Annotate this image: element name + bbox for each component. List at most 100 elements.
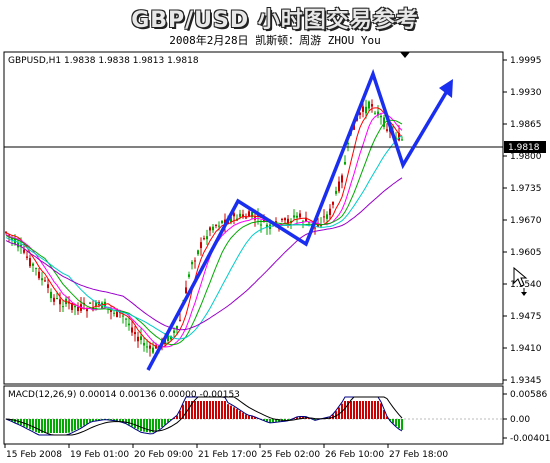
candle-body — [176, 326, 178, 330]
candle-body — [134, 332, 136, 335]
candle-body — [125, 318, 127, 320]
candle-body — [38, 271, 40, 279]
candle-body — [209, 227, 211, 231]
candle-body — [152, 347, 154, 353]
candle-body — [398, 133, 400, 141]
candle-body — [335, 190, 337, 194]
candle-body — [329, 208, 331, 215]
moving-average-line — [5, 177, 403, 331]
candle-body — [221, 220, 223, 224]
candle-body — [248, 211, 250, 217]
candle-body — [122, 315, 124, 317]
time-tick-label: 25 Feb 02:00 — [261, 450, 320, 460]
mouse-cursor-icon — [513, 266, 528, 296]
candle-body — [44, 280, 46, 282]
candle-body — [371, 104, 373, 107]
trend-arrow-line — [146, 68, 452, 371]
candle-body — [359, 112, 361, 115]
candle-body — [74, 305, 76, 308]
candle-body — [314, 227, 316, 229]
price-tick-label: 1.9540 — [510, 280, 542, 290]
candle-body — [167, 334, 169, 341]
trend-arrow-head — [439, 79, 453, 98]
candle-body — [200, 242, 202, 249]
moving-averages — [5, 107, 403, 348]
candle-body — [386, 129, 388, 131]
price-tick-label: 1.9930 — [510, 88, 542, 98]
candle-body — [242, 214, 244, 218]
candle-body — [191, 261, 193, 265]
candle-body — [5, 231, 7, 233]
candle-body — [29, 258, 31, 267]
candle-body — [365, 106, 367, 114]
candle-body — [218, 225, 220, 227]
candle-body — [203, 238, 205, 240]
time-tick-label: 26 Feb 10:00 — [325, 450, 384, 460]
candle-body — [173, 330, 175, 333]
price-tick-label: 1.9670 — [510, 216, 542, 226]
candle-body — [245, 217, 247, 219]
candle-body — [377, 111, 379, 116]
candle-body — [281, 219, 283, 221]
candle-body — [284, 218, 286, 221]
candle-body — [116, 308, 118, 318]
time-axis: 15 Feb 2008 19 Feb 01:00 20 Feb 09:00 21 Fe… — [4, 444, 448, 460]
candle-body — [32, 263, 34, 266]
candle-body — [338, 181, 340, 192]
candle-body — [215, 224, 217, 226]
candle-body — [362, 106, 364, 112]
candle-body — [212, 226, 214, 231]
candle-body — [395, 137, 397, 139]
candle-body — [251, 211, 253, 218]
candle-body — [233, 213, 235, 217]
candle-body — [143, 342, 145, 346]
candle-body — [62, 306, 64, 308]
candle-body — [110, 309, 112, 312]
candle-body — [77, 306, 79, 312]
candle-body — [326, 214, 328, 219]
candle-body — [128, 323, 130, 326]
macd-tick-label: -0.00401 — [510, 434, 550, 444]
candle-body — [26, 256, 28, 258]
macd-tick-label: 0.00586 — [510, 390, 547, 400]
candle-body — [323, 216, 325, 218]
candle-body — [185, 287, 187, 294]
candle-body — [197, 250, 199, 255]
candle-body — [305, 217, 307, 222]
price-tick-label: 1.9345 — [510, 376, 542, 386]
moving-average-line — [5, 119, 403, 346]
candle-body — [374, 112, 376, 114]
candle-body — [332, 201, 334, 205]
candle-body — [113, 312, 115, 314]
price-tick-label: 1.9605 — [510, 248, 542, 258]
candle-body — [239, 213, 241, 217]
candle-body — [287, 218, 289, 224]
candle-body — [146, 346, 148, 348]
candle-body — [317, 224, 319, 227]
page-subtitle: 2008年2月28日 凯斯顿：周游 ZHOU You — [169, 34, 381, 47]
candle-body — [71, 303, 73, 311]
chart-shift-marker[interactable] — [400, 52, 410, 58]
moving-average-line — [5, 107, 403, 348]
candle-body — [179, 319, 181, 321]
candle-body — [263, 219, 265, 223]
price-tick-label: 1.9865 — [510, 120, 542, 130]
candle-body — [50, 291, 52, 299]
candle-body — [89, 302, 91, 304]
candle-body — [131, 327, 133, 333]
time-tick-label: 20 Feb 09:00 — [134, 450, 193, 460]
price-tick-label: 1.9410 — [510, 344, 542, 354]
candlestick-series — [5, 99, 403, 357]
candle-body — [23, 249, 25, 253]
current-price-tag — [504, 141, 546, 153]
candle-body — [401, 139, 403, 141]
candle-body — [35, 268, 37, 270]
candle-body — [41, 278, 43, 281]
price-axis: 1.9995 1.9930 1.9865 1.9800 1.9735 1.9670 1.96… — [503, 56, 542, 386]
macd-histogram — [4, 396, 503, 436]
candle-body — [296, 215, 298, 218]
candle-body — [170, 336, 172, 340]
candle-body — [53, 297, 55, 302]
page-title: GBP/USD 小时图交易参考 — [131, 8, 419, 33]
